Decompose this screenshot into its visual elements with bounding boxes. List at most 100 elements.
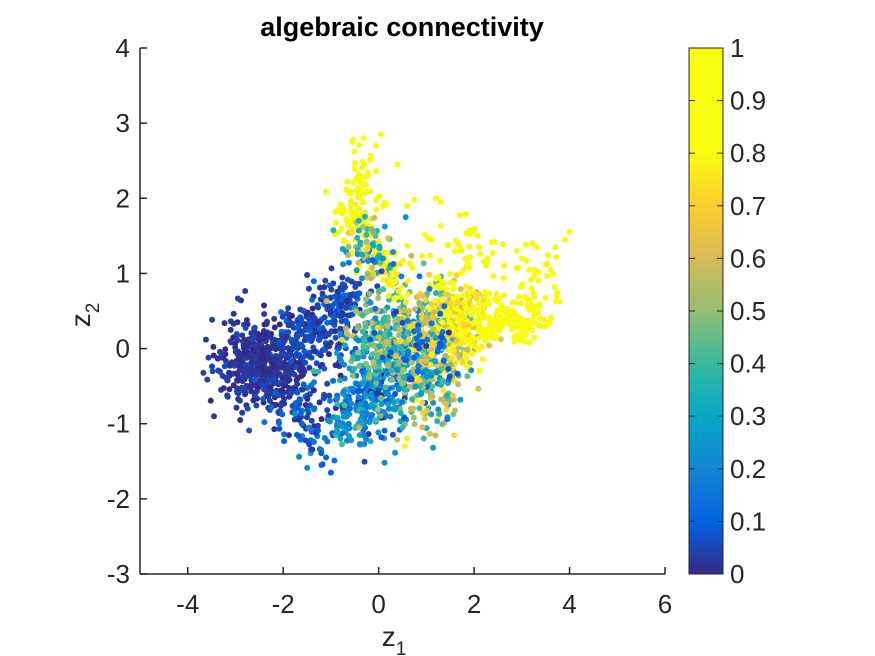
scatter-point <box>376 259 383 266</box>
colorbar-tick-label: 0.2 <box>730 454 766 484</box>
scatter-point <box>362 323 369 330</box>
scatter-point <box>526 339 533 346</box>
scatter-point <box>470 289 477 296</box>
scatter-point <box>337 372 344 379</box>
scatter-point <box>304 396 311 402</box>
scatter-point <box>217 368 223 375</box>
scatter-point <box>339 281 346 288</box>
scatter-point <box>315 304 322 311</box>
scatter-point <box>447 271 454 277</box>
scatter-point <box>500 275 507 282</box>
scatter-point <box>474 232 481 239</box>
scatter-point <box>423 373 430 380</box>
scatter-point <box>323 188 329 195</box>
scatter-point <box>480 315 487 321</box>
scatter-point <box>302 359 309 366</box>
scatter-point <box>388 273 395 280</box>
scatter-point <box>332 334 339 341</box>
scatter-point <box>530 313 537 320</box>
scatter-point <box>473 295 480 302</box>
scatter-point <box>300 307 307 314</box>
scatter-point <box>308 417 315 424</box>
scatter-point <box>232 349 239 355</box>
scatter-point <box>462 255 469 262</box>
scatter-point <box>457 311 464 318</box>
scatter-point <box>348 400 354 407</box>
scatter-point <box>465 326 472 333</box>
scatter-point <box>390 249 396 255</box>
scatter-point <box>378 268 385 275</box>
scatter-point <box>353 380 360 387</box>
x-tick-label: -4 <box>176 589 199 619</box>
scatter-point <box>279 411 286 418</box>
scatter-point <box>324 438 331 445</box>
scatter-point <box>378 434 385 441</box>
scatter-point <box>476 291 483 297</box>
scatter-point <box>404 317 411 324</box>
scatter-point <box>339 441 345 448</box>
scatter-point <box>405 348 412 355</box>
scatter-point <box>399 380 405 387</box>
scatter-point <box>529 240 536 247</box>
scatter-point <box>375 295 382 302</box>
scatter-point <box>420 260 427 267</box>
scatter-point <box>376 193 383 200</box>
scatter-point <box>344 221 351 228</box>
scatter-point <box>389 431 396 438</box>
scatter-point <box>501 292 507 299</box>
scatter-point <box>433 369 440 376</box>
scatter-point <box>377 412 384 419</box>
scatter-point <box>513 323 520 330</box>
scatter-point <box>429 313 436 320</box>
scatter-point <box>397 294 404 301</box>
scatter-point <box>311 348 318 355</box>
scatter-point <box>341 375 348 382</box>
scatter-point <box>399 319 406 326</box>
scatter-point <box>385 362 392 369</box>
scatter-point <box>437 291 444 298</box>
scatter-point <box>276 425 283 432</box>
scatter-point <box>354 234 361 241</box>
scatter-point <box>221 363 228 370</box>
scatter-point <box>396 375 403 382</box>
scatter-point <box>310 368 317 374</box>
scatter-point <box>302 437 309 444</box>
scatter-point <box>475 300 482 307</box>
scatter-point <box>363 231 370 238</box>
scatter-point <box>261 302 267 309</box>
colorbar-tick-label: 0.5 <box>730 296 766 326</box>
scatter-point <box>393 338 400 345</box>
scatter-point <box>420 435 427 442</box>
scatter-point <box>292 400 299 407</box>
scatter-point <box>349 372 356 379</box>
scatter-point <box>508 326 515 333</box>
scatter-point <box>393 308 400 315</box>
scatter-point <box>352 212 359 219</box>
scatter-point <box>412 383 419 390</box>
scatter-point <box>440 387 447 394</box>
scatter-point <box>242 391 248 398</box>
scatter-point <box>426 271 433 278</box>
scatter-point <box>394 367 401 373</box>
scatter-point <box>260 331 267 338</box>
scatter-point <box>392 391 399 397</box>
scatter-point <box>360 380 367 387</box>
scatter-point <box>529 327 536 333</box>
scatter-point <box>242 354 249 361</box>
scatter-point <box>531 272 538 279</box>
scatter-point <box>488 332 495 339</box>
scatter-point <box>359 251 366 258</box>
scatter-point <box>376 334 383 341</box>
scatter-point <box>388 367 395 374</box>
scatter-point <box>430 444 437 451</box>
scatter-point <box>509 317 516 324</box>
scatter-point <box>426 281 433 288</box>
scatter-point <box>356 290 363 297</box>
scatter-point <box>432 432 439 439</box>
scatter-point <box>364 308 371 315</box>
scatter-point <box>538 323 544 330</box>
scatter-point <box>410 414 417 421</box>
scatter-point <box>462 336 469 343</box>
scatter-point <box>374 406 381 413</box>
scatter-point <box>385 235 392 242</box>
